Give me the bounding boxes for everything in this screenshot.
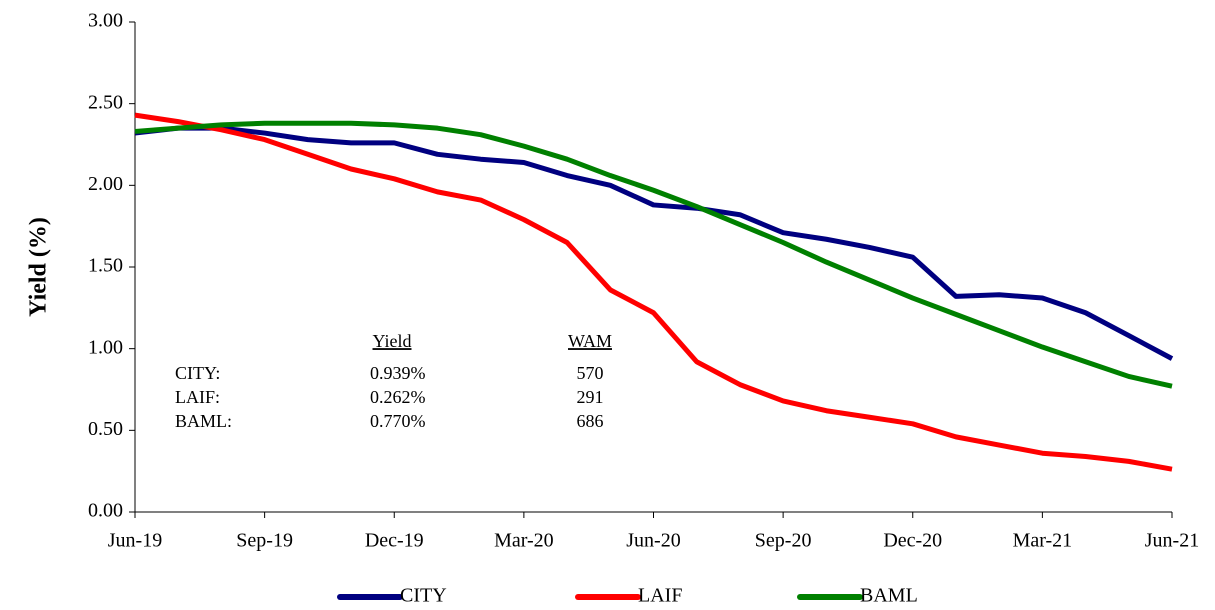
- table-cell: 686: [577, 411, 604, 431]
- x-tick-label: Jun-21: [1145, 530, 1199, 552]
- y-axis-label: Yield (%): [26, 217, 52, 317]
- x-tick-label: Sep-20: [755, 530, 812, 552]
- series-line: [134, 120, 1173, 389]
- x-tick-label: Mar-21: [1013, 530, 1073, 552]
- y-tick-label: 2.00: [88, 173, 123, 195]
- table-cell: BAML:: [175, 411, 232, 431]
- x-tick-label: Jun-20: [626, 530, 680, 552]
- legend-label: CITY: [400, 585, 447, 607]
- table-cell: 0.770%: [370, 411, 426, 431]
- table-cell: 291: [577, 387, 604, 407]
- x-tick-label: Jun-19: [108, 530, 162, 552]
- table-header: WAM: [568, 331, 612, 351]
- y-tick-label: 0.00: [88, 500, 123, 522]
- y-tick-label: 1.50: [88, 255, 123, 277]
- y-tick-label: 1.00: [88, 336, 123, 358]
- x-tick-label: Sep-19: [236, 530, 293, 552]
- y-tick-label: 0.50: [88, 418, 123, 440]
- x-tick-label: Dec-20: [883, 530, 942, 552]
- y-tick-label: 2.50: [88, 91, 123, 113]
- table-cell: 0.939%: [370, 363, 426, 383]
- y-tick-label: 3.00: [88, 10, 123, 32]
- table-cell: LAIF:: [175, 387, 220, 407]
- table-cell: 0.262%: [370, 387, 426, 407]
- x-tick-label: Dec-19: [365, 530, 424, 552]
- legend-label: LAIF: [638, 585, 682, 607]
- series-line: [134, 112, 1173, 472]
- table-cell: CITY:: [175, 363, 220, 383]
- x-tick-label: Mar-20: [494, 530, 554, 552]
- series-line: [134, 125, 1174, 361]
- table-cell: 570: [577, 363, 604, 383]
- table-header: Yield: [373, 331, 412, 351]
- legend-label: BAML: [860, 585, 918, 607]
